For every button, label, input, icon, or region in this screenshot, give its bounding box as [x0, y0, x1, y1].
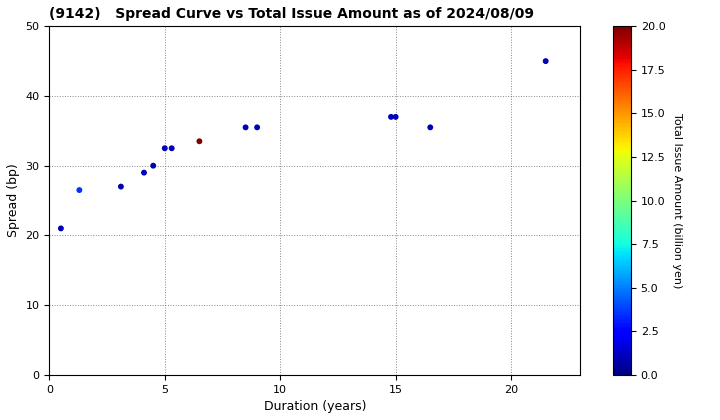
Point — [73, 187, 85, 194]
Point — [385, 113, 397, 120]
Point — [55, 225, 67, 232]
Point — [251, 124, 263, 131]
Point — [240, 124, 251, 131]
Point — [115, 183, 127, 190]
Point — [194, 138, 205, 144]
Point — [148, 162, 159, 169]
Point — [540, 58, 552, 65]
Y-axis label: Spread (bp): Spread (bp) — [7, 164, 20, 237]
X-axis label: Duration (years): Duration (years) — [264, 400, 366, 413]
Text: (9142)   Spread Curve vs Total Issue Amount as of 2024/08/09: (9142) Spread Curve vs Total Issue Amoun… — [50, 7, 534, 21]
Point — [138, 169, 150, 176]
Y-axis label: Total Issue Amount (billion yen): Total Issue Amount (billion yen) — [672, 113, 682, 288]
Point — [166, 145, 177, 152]
Point — [425, 124, 436, 131]
Point — [390, 113, 401, 120]
Point — [159, 145, 171, 152]
